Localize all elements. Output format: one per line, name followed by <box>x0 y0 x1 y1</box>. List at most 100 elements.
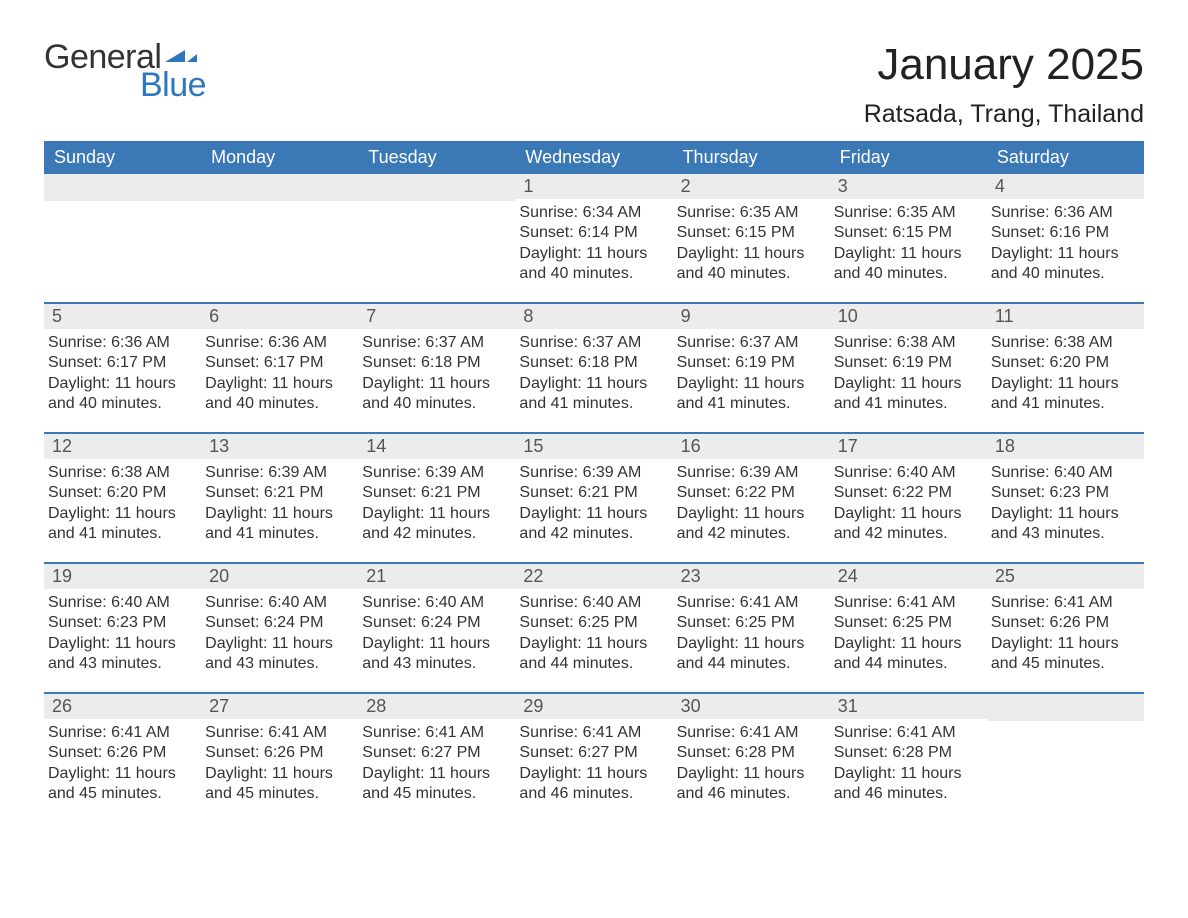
sunset-line: Sunset: 6:27 PM <box>362 743 507 763</box>
daylight-line: Daylight: 11 hours and 44 minutes. <box>834 634 979 675</box>
day-cell <box>201 174 358 302</box>
sunset-line: Sunset: 6:24 PM <box>362 613 507 633</box>
daylight-line: Daylight: 11 hours and 42 minutes. <box>834 504 979 545</box>
daylight-line: Daylight: 11 hours and 41 minutes. <box>991 374 1136 415</box>
logo: General Blue <box>44 40 206 102</box>
day-body: Sunrise: 6:40 AMSunset: 6:24 PMDaylight:… <box>201 589 358 683</box>
daylight-line: Daylight: 11 hours and 40 minutes. <box>48 374 193 415</box>
sunrise-line: Sunrise: 6:36 AM <box>48 333 193 353</box>
sunset-line: Sunset: 6:20 PM <box>991 353 1136 373</box>
day-body: Sunrise: 6:35 AMSunset: 6:15 PMDaylight:… <box>830 199 987 293</box>
flag-icon <box>165 46 197 68</box>
day-number: 19 <box>44 564 201 589</box>
daylight-line: Daylight: 11 hours and 46 minutes. <box>677 764 822 805</box>
day-body: Sunrise: 6:41 AMSunset: 6:27 PMDaylight:… <box>358 719 515 813</box>
sunrise-line: Sunrise: 6:41 AM <box>991 593 1136 613</box>
day-cell: 1Sunrise: 6:34 AMSunset: 6:14 PMDaylight… <box>515 174 672 302</box>
sunrise-line: Sunrise: 6:40 AM <box>519 593 664 613</box>
day-number: 7 <box>358 304 515 329</box>
daylight-line: Daylight: 11 hours and 43 minutes. <box>205 634 350 675</box>
day-body: Sunrise: 6:41 AMSunset: 6:26 PMDaylight:… <box>201 719 358 813</box>
sunset-line: Sunset: 6:27 PM <box>519 743 664 763</box>
sunrise-line: Sunrise: 6:40 AM <box>834 463 979 483</box>
day-body: Sunrise: 6:40 AMSunset: 6:24 PMDaylight:… <box>358 589 515 683</box>
month-title: January 2025 <box>864 40 1144 90</box>
sunset-line: Sunset: 6:26 PM <box>48 743 193 763</box>
week-row: 5Sunrise: 6:36 AMSunset: 6:17 PMDaylight… <box>44 302 1144 432</box>
day-body: Sunrise: 6:35 AMSunset: 6:15 PMDaylight:… <box>673 199 830 293</box>
empty-day-number <box>987 694 1144 721</box>
day-number: 27 <box>201 694 358 719</box>
day-cell: 16Sunrise: 6:39 AMSunset: 6:22 PMDayligh… <box>673 434 830 562</box>
day-cell: 17Sunrise: 6:40 AMSunset: 6:22 PMDayligh… <box>830 434 987 562</box>
sunrise-line: Sunrise: 6:35 AM <box>834 203 979 223</box>
daylight-line: Daylight: 11 hours and 40 minutes. <box>991 244 1136 285</box>
sunrise-line: Sunrise: 6:37 AM <box>519 333 664 353</box>
sunrise-line: Sunrise: 6:39 AM <box>677 463 822 483</box>
day-body: Sunrise: 6:37 AMSunset: 6:18 PMDaylight:… <box>515 329 672 423</box>
sunset-line: Sunset: 6:20 PM <box>48 483 193 503</box>
daylight-line: Daylight: 11 hours and 44 minutes. <box>519 634 664 675</box>
sunset-line: Sunset: 6:26 PM <box>991 613 1136 633</box>
day-number: 9 <box>673 304 830 329</box>
day-number: 29 <box>515 694 672 719</box>
sunrise-line: Sunrise: 6:41 AM <box>834 723 979 743</box>
day-number: 15 <box>515 434 672 459</box>
empty-day-number <box>201 174 358 201</box>
day-cell: 18Sunrise: 6:40 AMSunset: 6:23 PMDayligh… <box>987 434 1144 562</box>
sunset-line: Sunset: 6:18 PM <box>362 353 507 373</box>
sunset-line: Sunset: 6:15 PM <box>677 223 822 243</box>
sunset-line: Sunset: 6:25 PM <box>519 613 664 633</box>
sunset-line: Sunset: 6:21 PM <box>362 483 507 503</box>
sunset-line: Sunset: 6:17 PM <box>205 353 350 373</box>
day-number: 18 <box>987 434 1144 459</box>
daylight-line: Daylight: 11 hours and 41 minutes. <box>205 504 350 545</box>
daylight-line: Daylight: 11 hours and 41 minutes. <box>834 374 979 415</box>
sunrise-line: Sunrise: 6:35 AM <box>677 203 822 223</box>
sunset-line: Sunset: 6:14 PM <box>519 223 664 243</box>
daylight-line: Daylight: 11 hours and 46 minutes. <box>834 764 979 805</box>
sunrise-line: Sunrise: 6:39 AM <box>205 463 350 483</box>
week-row: 1 Sunrise: 6:34 AMSunset: 6:14 PM Daylight… <box>44 174 1144 302</box>
day-body: Sunrise: 6:40 AMSunset: 6:23 PMDaylight:… <box>44 589 201 683</box>
day-body: Sunrise: 6:39 AMSunset: 6:21 PMDaylight:… <box>515 459 672 553</box>
day-body: Sunrise: 6:36 AMSunset: 6:16 PMDaylight:… <box>987 199 1144 293</box>
day-cell: 22Sunrise: 6:40 AMSunset: 6:25 PMDayligh… <box>515 564 672 692</box>
day-cell <box>358 174 515 302</box>
weekday-cell: Wednesday <box>515 141 672 174</box>
sunrise-line: Sunrise: 6:34 AM <box>519 203 664 223</box>
day-number: 6 <box>201 304 358 329</box>
sunrise-line: Sunrise: 6:41 AM <box>677 593 822 613</box>
day-number: 24 <box>830 564 987 589</box>
day-number: 14 <box>358 434 515 459</box>
day-body: Sunrise: 6:36 AMSunset: 6:17 PMDaylight:… <box>201 329 358 423</box>
sunset-line: Sunset: 6:17 PM <box>48 353 193 373</box>
day-cell: 3Sunrise: 6:35 AMSunset: 6:15 PMDaylight… <box>830 174 987 302</box>
daylight-line: Daylight: 11 hours and 41 minutes. <box>677 374 822 415</box>
daylight-line: Daylight: 11 hours and 40 minutes. <box>205 374 350 415</box>
daylight-line: Daylight: 11 hours and 42 minutes. <box>677 504 822 545</box>
day-cell: 15Sunrise: 6:39 AMSunset: 6:21 PMDayligh… <box>515 434 672 562</box>
day-cell: 11Sunrise: 6:38 AMSunset: 6:20 PMDayligh… <box>987 304 1144 432</box>
daylight-line: Daylight: 11 hours and 43 minutes. <box>991 504 1136 545</box>
sunrise-line: Sunrise: 6:41 AM <box>677 723 822 743</box>
day-number: 25 <box>987 564 1144 589</box>
day-number: 2 <box>673 174 830 199</box>
day-number: 1 <box>515 174 672 199</box>
day-body: Sunrise: 6:41 AMSunset: 6:27 PMDaylight:… <box>515 719 672 813</box>
day-cell: 5Sunrise: 6:36 AMSunset: 6:17 PMDaylight… <box>44 304 201 432</box>
day-number: 12 <box>44 434 201 459</box>
day-number: 28 <box>358 694 515 719</box>
daylight-line: Daylight: 11 hours and 41 minutes. <box>519 374 664 415</box>
day-cell: 9Sunrise: 6:37 AMSunset: 6:19 PMDaylight… <box>673 304 830 432</box>
day-cell: 31Sunrise: 6:41 AMSunset: 6:28 PMDayligh… <box>830 694 987 822</box>
weeks-container: 1 Sunrise: 6:34 AMSunset: 6:14 PM Daylight… <box>44 174 1144 822</box>
day-body: Sunrise: 6:40 AMSunset: 6:22 PMDaylight:… <box>830 459 987 553</box>
sunrise-line: Sunrise: 6:37 AM <box>362 333 507 353</box>
day-body: Sunrise: 6:38 AMSunset: 6:20 PMDaylight:… <box>44 459 201 553</box>
weekday-cell: Sunday <box>44 141 201 174</box>
sunset-line: Sunset: 6:16 PM <box>991 223 1136 243</box>
sunset-line: Sunset: 6:28 PM <box>834 743 979 763</box>
sunset-line: Sunset: 6:25 PM <box>677 613 822 633</box>
sunrise-line: Sunrise: 6:36 AM <box>991 203 1136 223</box>
